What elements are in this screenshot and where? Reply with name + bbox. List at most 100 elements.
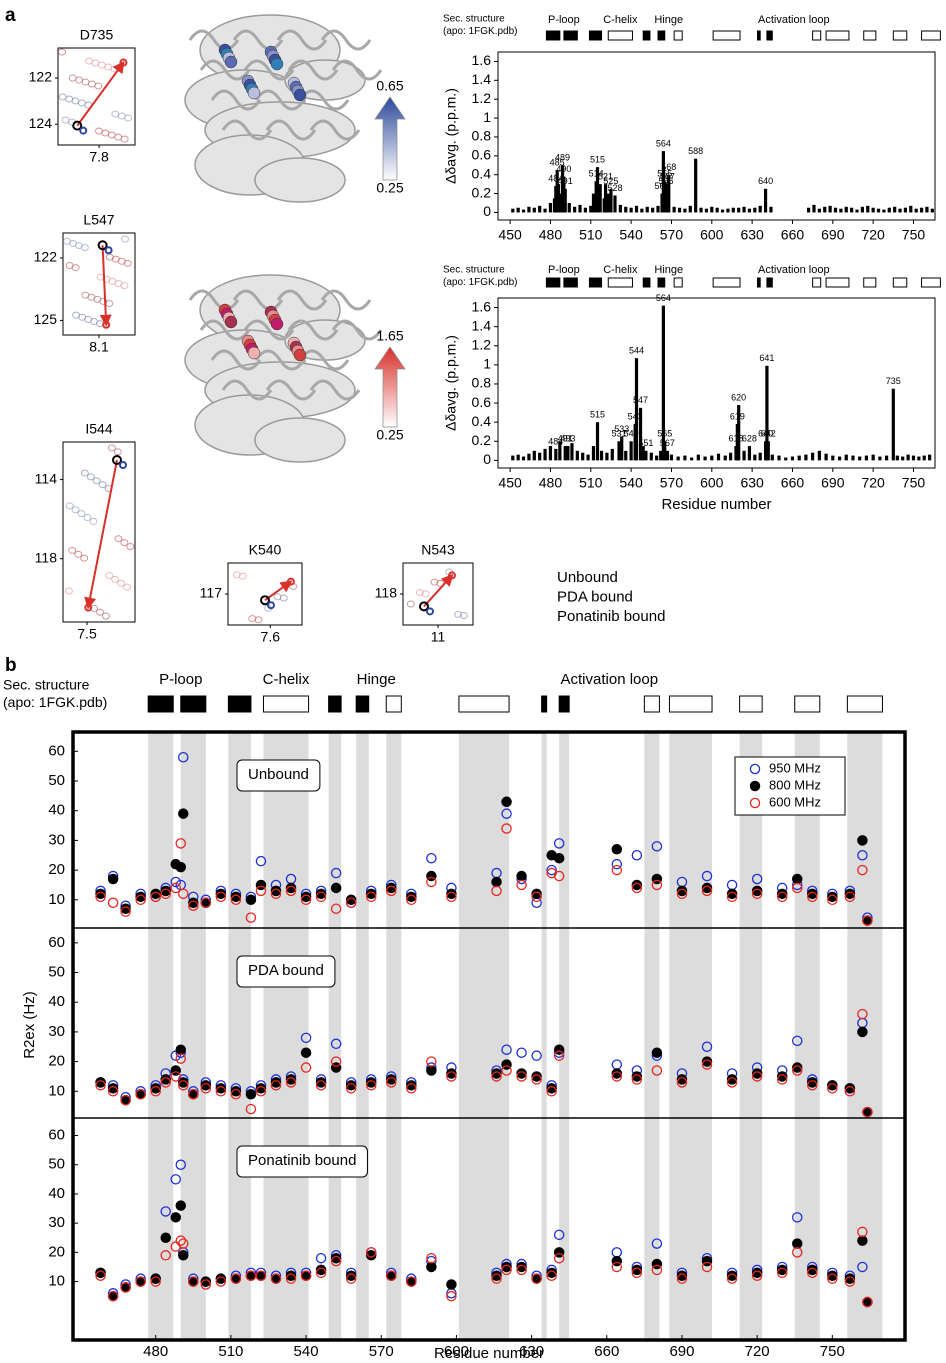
x-tick-label: 630	[740, 475, 764, 491]
bar	[758, 452, 762, 461]
data-point	[726, 888, 738, 900]
peak-contour	[111, 110, 120, 118]
scale-min: 0.25	[376, 427, 403, 443]
bar	[538, 452, 542, 461]
data-point	[807, 891, 818, 903]
data-point	[330, 1056, 342, 1067]
bar	[516, 454, 520, 461]
data-point	[386, 885, 397, 897]
bar	[688, 205, 692, 213]
data-point	[170, 1212, 181, 1223]
data-point	[160, 1206, 171, 1217]
data-point	[631, 1071, 643, 1082]
data-point	[255, 885, 267, 897]
peak-contour	[95, 608, 104, 616]
data-point	[676, 1074, 688, 1085]
sec-element	[563, 30, 578, 41]
bar	[903, 207, 908, 213]
ribbon-strand	[298, 349, 350, 371]
data-point	[516, 1047, 527, 1058]
bar	[694, 158, 698, 213]
data-point	[501, 1065, 512, 1076]
sec-element	[227, 695, 252, 713]
legend-marker	[749, 763, 761, 775]
y-tick-label: 0.8	[472, 128, 492, 144]
data-point	[300, 1032, 312, 1044]
bar	[575, 450, 579, 461]
data-point	[270, 888, 282, 900]
bar	[655, 455, 659, 461]
x-tick-label: 690	[821, 227, 845, 243]
y-tick-label: 117	[200, 585, 223, 601]
bar-annotation: 640	[758, 176, 773, 186]
data-point	[365, 1080, 377, 1091]
x-tick-label: 750	[902, 475, 926, 491]
data-point	[345, 897, 357, 909]
data-point	[501, 808, 512, 819]
bar	[589, 205, 593, 213]
peak-contour	[68, 546, 77, 554]
peak-contour	[107, 444, 116, 452]
data-point	[751, 1068, 763, 1079]
data-point	[857, 849, 868, 861]
peak-unbound	[72, 120, 83, 131]
peak-contour	[105, 571, 114, 579]
bar	[895, 455, 899, 461]
x-tick-label: 540	[619, 475, 643, 491]
bar	[516, 207, 520, 213]
bar	[864, 455, 869, 461]
bar	[548, 203, 553, 213]
data-point	[844, 888, 856, 900]
bar	[919, 207, 924, 213]
data-point	[95, 891, 106, 903]
bar	[811, 452, 815, 461]
legend-label: 800 MHz	[769, 777, 821, 792]
peak-contour	[58, 93, 67, 101]
y-tick-label: 0.2	[472, 432, 492, 448]
bar	[595, 167, 600, 213]
y-tick-label: 0.6	[472, 147, 492, 163]
bar	[570, 443, 574, 461]
data-point	[726, 891, 738, 903]
data-point	[300, 891, 312, 903]
data-point	[791, 1238, 803, 1249]
ribbon-strand	[210, 89, 262, 111]
bar	[634, 205, 639, 213]
y-tick-label: 20	[48, 1053, 65, 1070]
shift-arrow	[84, 459, 118, 610]
data-point	[611, 1059, 623, 1070]
x-tick-label: 750	[902, 227, 926, 243]
bar	[914, 208, 918, 213]
panel-title-box	[236, 955, 336, 988]
data-point	[255, 855, 267, 867]
peak-contour	[101, 612, 110, 620]
structure-shading	[559, 732, 570, 1340]
ribbon-strand	[265, 379, 317, 401]
legend-label: 950 MHz	[769, 760, 821, 775]
bar-annotation: 521	[598, 172, 613, 182]
peak-ponatinib	[448, 571, 456, 580]
bar	[703, 456, 707, 461]
structure-shading	[541, 732, 547, 1340]
data-point	[611, 864, 623, 876]
y-tick-label: 0.6	[472, 394, 492, 410]
sec-source: (apo: 1FGK.pdb)	[3, 694, 107, 710]
sec-element	[607, 277, 633, 288]
residue-sphere	[224, 315, 238, 329]
data-point	[170, 882, 181, 894]
bar	[672, 206, 676, 213]
data-point	[553, 1252, 565, 1264]
data-point	[270, 1080, 282, 1091]
sec-element	[563, 277, 578, 288]
bar	[747, 208, 752, 213]
peak-contour	[111, 575, 120, 583]
data-point	[285, 885, 297, 897]
spectrum-title: N543	[421, 542, 455, 558]
data-point	[150, 1086, 161, 1097]
data-point	[178, 1080, 189, 1091]
data-point	[857, 1226, 868, 1238]
y-tick-label: 125	[34, 311, 58, 327]
data-point	[553, 838, 565, 849]
bar	[563, 188, 567, 213]
legend-label: Ponatinib bound	[557, 608, 665, 625]
